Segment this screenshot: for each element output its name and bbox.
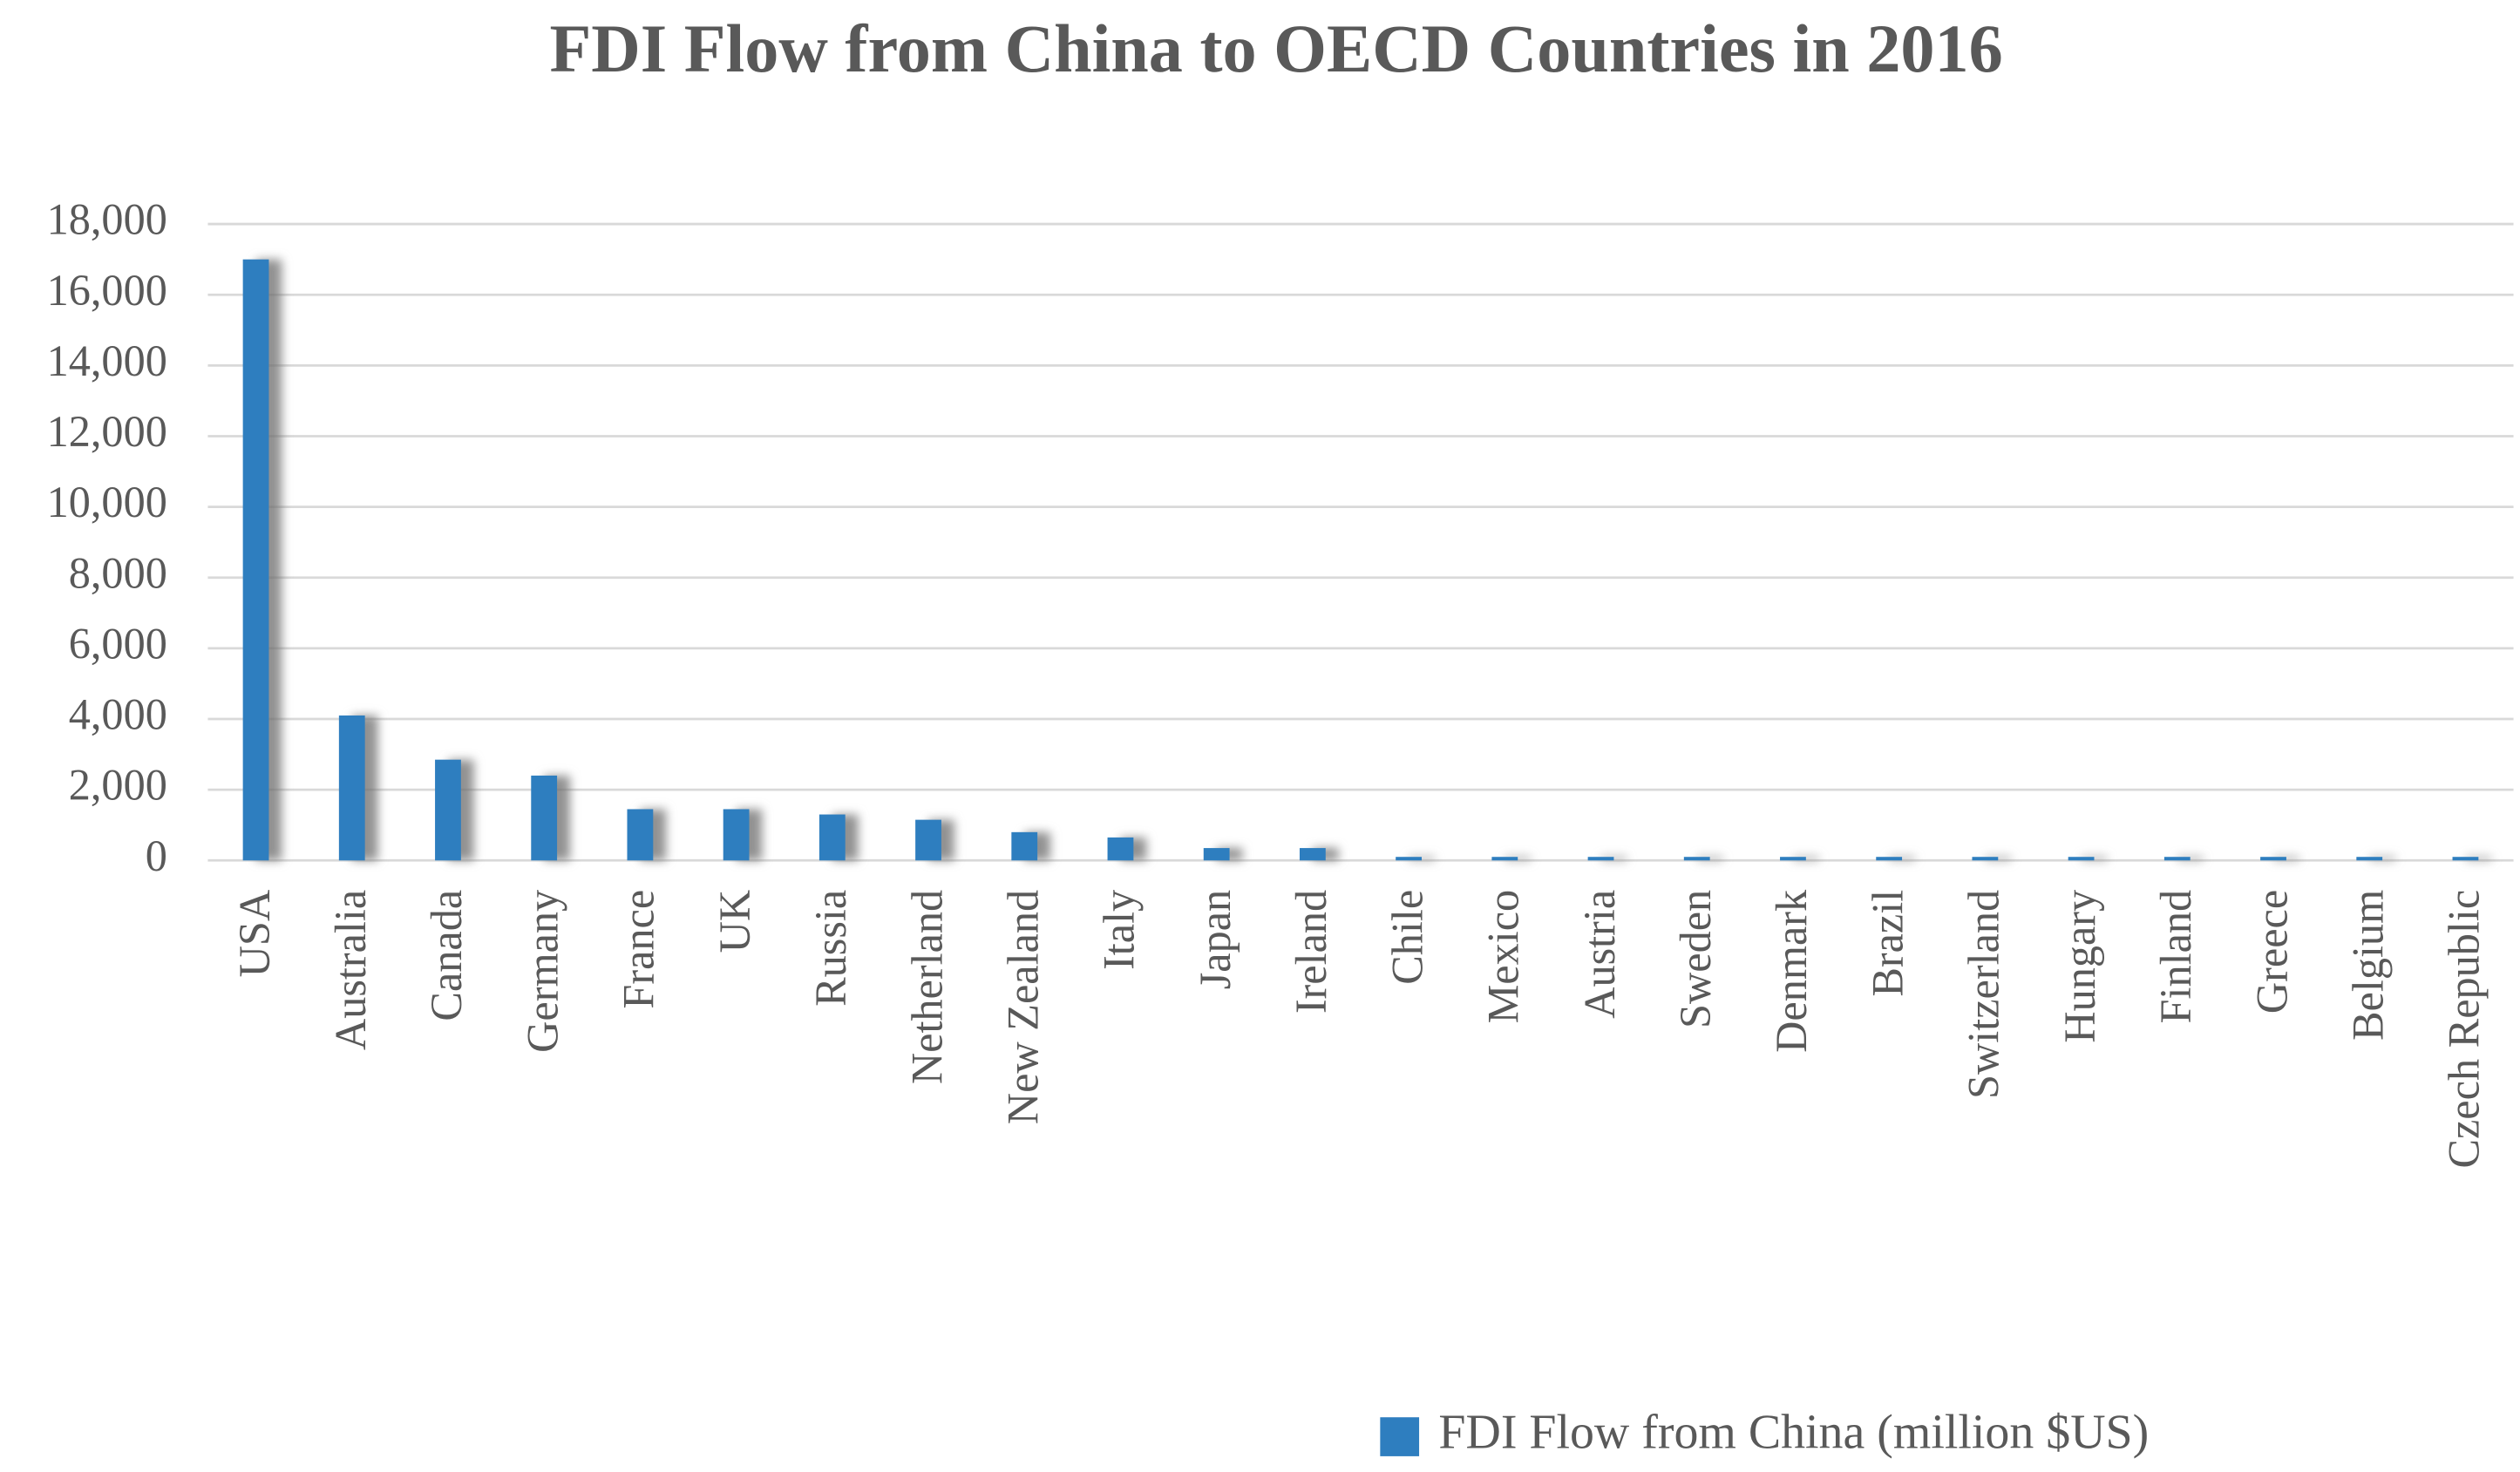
legend-swatch [1380,1417,1420,1456]
x-tick-label: Austria [1575,890,1624,1019]
bar [1780,857,1806,861]
bar [2356,857,2383,861]
bar [2068,857,2095,861]
x-tick-label: Japan [1191,890,1240,989]
y-tick-label: 2,000 [69,761,167,810]
bar [1011,831,1038,861]
x-tick-label: Brazil [1863,890,1912,997]
bar [2260,857,2286,861]
y-tick-label: 8,000 [69,548,167,597]
bar [818,814,846,861]
chart-title: FDI Flow from China to OECD Countries in… [549,10,2002,86]
x-tick-label: Greece [2247,890,2296,1014]
x-tick-label: Australia [326,890,375,1050]
x-tick-label: Ireland [1287,890,1335,1014]
bar [1107,837,1134,861]
x-tick-label: Sweden [1671,890,1720,1028]
bar [2163,857,2191,861]
x-tick-label: Switzerland [1960,890,2008,1099]
y-tick-label: 0 [146,831,167,880]
bar [2452,857,2479,861]
bar [242,259,269,861]
x-tick-label: New Zealand [999,890,1048,1124]
bar [1683,857,1710,861]
x-tick-label: Denmark [1767,889,1816,1053]
bar [1299,848,1326,861]
bar [627,809,654,861]
x-tick-label: Germany [518,890,567,1053]
bar [1972,857,1999,861]
x-tick-label: Netherland [902,890,951,1084]
x-tick-label: Russia [806,890,855,1007]
x-tick-label: USA [230,890,279,978]
y-tick-label: 16,000 [47,266,167,315]
y-tick-label: 10,000 [47,478,167,526]
x-tick-label: Belgium [2344,890,2393,1041]
bar [435,759,461,861]
bar [1587,857,1614,861]
x-tick-label: France [615,890,663,1009]
y-tick-label: 14,000 [47,336,167,385]
bar [723,809,750,861]
legend-label: FDI Flow from China (million $US) [1438,1405,2149,1459]
x-tick-label: Canada [422,890,471,1021]
bar [915,819,941,861]
x-tick-label: UK [710,890,759,953]
bar [1396,857,1422,861]
bar [338,715,365,861]
bar [1491,857,1518,861]
y-tick-label: 6,000 [69,619,167,668]
x-tick-label: Mexico [1479,890,1528,1024]
bar [1203,848,1230,861]
bar [1876,857,1903,861]
x-tick-label: Chile [1382,890,1431,985]
bar [531,775,558,861]
x-tick-label: Italy [1095,890,1144,970]
x-tick-label: Finland [2151,890,2200,1024]
x-tick-label: Hungary [2055,890,2104,1043]
x-tick-label: Czech Republic [2440,890,2489,1169]
y-tick-label: 18,000 [47,195,167,244]
y-tick-label: 4,000 [69,690,167,739]
y-tick-label: 12,000 [47,407,167,456]
